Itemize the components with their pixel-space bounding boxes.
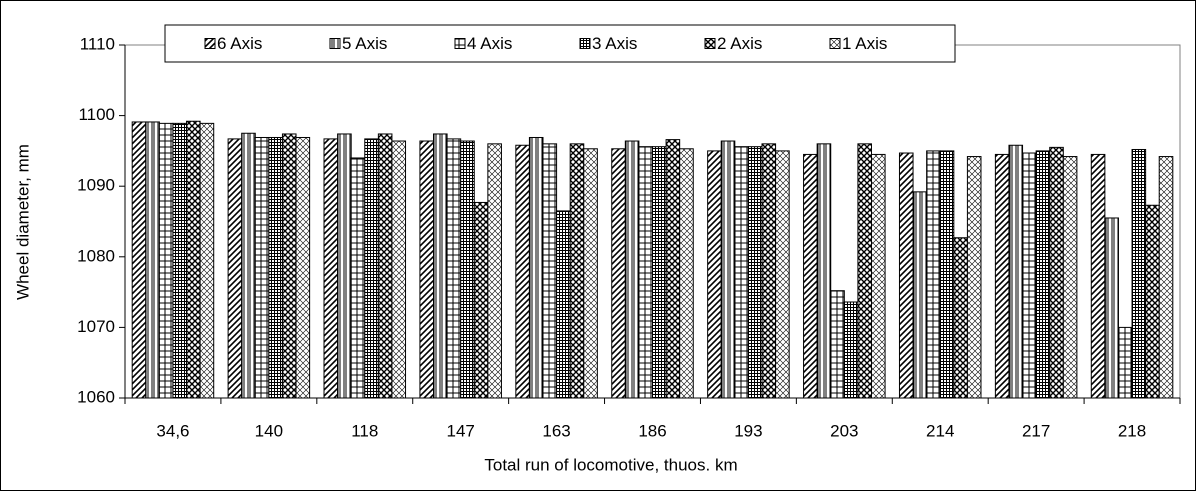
bar bbox=[377, 133, 393, 399]
bar bbox=[337, 133, 352, 399]
bar bbox=[323, 138, 339, 399]
bar bbox=[720, 140, 736, 399]
bar bbox=[843, 301, 859, 399]
x-tick-label: 163 bbox=[542, 421, 570, 440]
y-tick-label: 1070 bbox=[77, 317, 115, 336]
bar bbox=[473, 201, 489, 399]
y-tick-label: 1090 bbox=[77, 176, 115, 195]
bar bbox=[528, 136, 544, 399]
bar bbox=[761, 143, 777, 399]
bar bbox=[638, 146, 654, 399]
bar bbox=[391, 140, 407, 399]
x-tick-label: 140 bbox=[255, 421, 283, 440]
bar bbox=[515, 144, 530, 399]
bar bbox=[295, 136, 311, 399]
bar bbox=[583, 148, 598, 399]
bar bbox=[1104, 217, 1119, 399]
bar bbox=[1008, 144, 1024, 399]
legend-swatch bbox=[329, 38, 341, 49]
x-tick-label: 217 bbox=[1022, 421, 1050, 440]
legend-swatch bbox=[454, 38, 466, 49]
bar bbox=[1090, 153, 1106, 399]
bar bbox=[939, 150, 955, 399]
bar bbox=[830, 290, 845, 399]
bar bbox=[1145, 204, 1160, 399]
legend-label: 1 Axis bbox=[842, 34, 887, 53]
x-tick-label: 147 bbox=[446, 421, 474, 440]
bar bbox=[1158, 156, 1174, 399]
x-tick-label: 118 bbox=[351, 421, 378, 440]
bar bbox=[1062, 156, 1078, 399]
bar bbox=[419, 140, 435, 399]
bar bbox=[145, 121, 160, 399]
bar bbox=[172, 122, 188, 399]
y-tick-label: 1110 bbox=[80, 34, 115, 53]
bar bbox=[1117, 326, 1133, 399]
bar bbox=[446, 138, 462, 399]
x-tick-label: 218 bbox=[1118, 421, 1146, 440]
bar bbox=[281, 133, 297, 399]
bar bbox=[994, 153, 1010, 399]
bar bbox=[199, 122, 215, 399]
x-tick-label: 34,6 bbox=[156, 421, 189, 440]
y-tick-label: 1060 bbox=[77, 387, 115, 406]
bar bbox=[652, 146, 667, 399]
legend-label: 6 Axis bbox=[217, 34, 262, 53]
bar bbox=[870, 153, 886, 399]
legend-swatch bbox=[204, 38, 216, 49]
legend bbox=[164, 24, 956, 63]
bar bbox=[1049, 146, 1064, 399]
y-tick-label: 1080 bbox=[77, 246, 115, 265]
bar bbox=[433, 133, 448, 399]
bar bbox=[912, 191, 928, 399]
bar bbox=[611, 148, 626, 399]
legend-swatch bbox=[704, 38, 716, 49]
bar bbox=[1022, 152, 1037, 399]
bar bbox=[364, 138, 379, 399]
bar bbox=[254, 136, 270, 399]
legend-label: 4 Axis bbox=[467, 34, 512, 53]
legend-label: 3 Axis bbox=[592, 34, 637, 53]
bar bbox=[857, 143, 872, 399]
x-axis-label: Total run of locomotive, thuos. km bbox=[484, 455, 737, 474]
bar bbox=[556, 210, 571, 399]
bar bbox=[734, 146, 749, 399]
bar bbox=[487, 143, 502, 399]
bar bbox=[227, 138, 243, 399]
bar bbox=[158, 122, 174, 399]
bar bbox=[460, 140, 475, 399]
x-tick-label: 203 bbox=[830, 421, 858, 440]
x-tick-label: 214 bbox=[926, 421, 954, 440]
legend-label: 2 Axis bbox=[717, 34, 762, 53]
bar bbox=[569, 143, 585, 399]
bar bbox=[803, 153, 818, 399]
bar bbox=[542, 143, 558, 399]
bar bbox=[966, 156, 982, 399]
bar bbox=[241, 132, 256, 399]
bar bbox=[679, 148, 694, 399]
y-tick-label: 1100 bbox=[78, 105, 115, 124]
x-tick-label: 186 bbox=[638, 421, 666, 440]
bar bbox=[1131, 148, 1147, 399]
y-axis-label: Wheel diameter, mm bbox=[13, 144, 32, 300]
bar bbox=[926, 150, 941, 399]
bar bbox=[131, 121, 147, 399]
bar bbox=[707, 150, 722, 399]
bar bbox=[624, 140, 640, 399]
bar bbox=[1035, 150, 1051, 399]
bar bbox=[775, 150, 790, 399]
bar bbox=[186, 120, 201, 399]
bar bbox=[898, 152, 914, 399]
bar bbox=[350, 157, 366, 399]
bar bbox=[665, 139, 681, 399]
x-tick-label: 193 bbox=[734, 421, 762, 440]
bar bbox=[747, 146, 763, 399]
legend-swatch bbox=[829, 38, 841, 49]
legend-label: 5 Axis bbox=[342, 34, 387, 53]
bar bbox=[953, 237, 968, 399]
legend-swatch bbox=[579, 38, 591, 49]
bar bbox=[816, 143, 832, 399]
bar bbox=[268, 136, 283, 399]
